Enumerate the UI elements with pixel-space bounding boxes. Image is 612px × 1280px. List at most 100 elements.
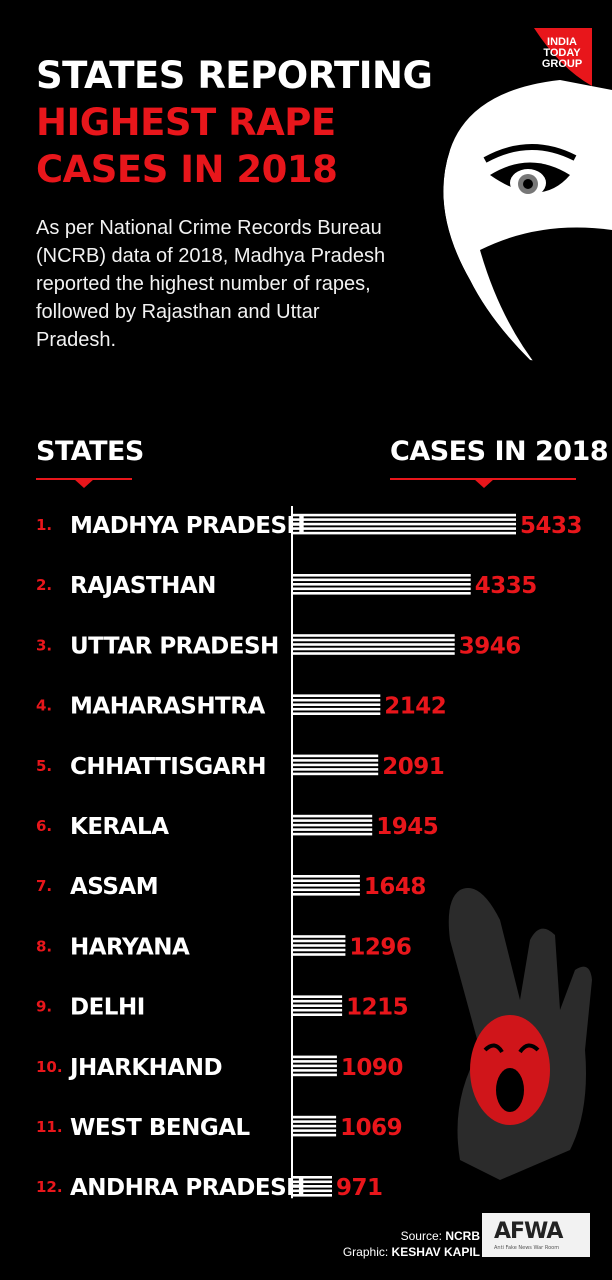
bar-stripe (292, 522, 516, 526)
rank-label: 10. (36, 1058, 63, 1076)
bar-stripe (292, 1008, 343, 1012)
graphic-value: KESHAV KAPIL (391, 1245, 480, 1259)
bar-stripe (292, 698, 381, 702)
cases-column-header: CASES IN 2018 (390, 436, 609, 467)
state-name-label: ANDHRA PRADESH (70, 1175, 305, 1201)
title-line-1: STATES REPORTING (36, 54, 433, 97)
bar-stripe (292, 814, 373, 818)
bar-stripe (292, 995, 343, 998)
rank-label: 12. (36, 1178, 63, 1196)
bar-stripe (292, 1073, 337, 1077)
bar-stripe (292, 832, 373, 836)
rank-label: 4. (36, 697, 52, 715)
rank-label: 5. (36, 757, 52, 775)
bar-stripe (292, 634, 455, 637)
bar (292, 995, 343, 1016)
state-name-label: JHARKHAND (68, 1055, 222, 1081)
bar-stripe (292, 944, 346, 947)
rank-label: 7. (36, 877, 52, 895)
bar-stripe (292, 1064, 337, 1068)
rank-label: 1. (36, 516, 52, 534)
bar-stripe (292, 888, 360, 892)
state-name-label: HARYANA (70, 934, 190, 960)
bar-stripe (292, 703, 381, 706)
bar-stripe (292, 1055, 337, 1059)
graphic-line: Graphic: KESHAV KAPIL (343, 1244, 480, 1260)
bar-stripe (292, 754, 379, 758)
bar-stripe (292, 1004, 343, 1007)
bar-stripe (292, 652, 455, 655)
bar (292, 574, 471, 595)
rank-label: 6. (36, 817, 52, 835)
bar (292, 1115, 337, 1137)
bar-stripe (292, 948, 346, 952)
bar (292, 754, 379, 776)
bar-stripe (292, 574, 471, 577)
bar-stripe (292, 819, 373, 822)
source-value: NCRB (445, 1229, 480, 1243)
bar (292, 513, 516, 535)
hand-and-face-illustration-icon (448, 888, 592, 1180)
bar (292, 875, 360, 896)
value-label: 1296 (349, 934, 411, 960)
rank-label: 11. (36, 1118, 63, 1136)
value-label: 4335 (475, 573, 537, 599)
bar-stripe (292, 518, 516, 521)
states-column-header: STATES (36, 436, 144, 467)
bar-stripe (292, 592, 471, 595)
bar (292, 694, 381, 715)
bar-stripe (292, 1185, 332, 1188)
value-label: 2091 (382, 754, 444, 780)
rank-label: 9. (36, 998, 52, 1016)
value-label: 1215 (346, 995, 408, 1021)
bar-stripe (292, 712, 381, 715)
bar-stripe (292, 707, 381, 711)
afwa-logo: AFWA Anti Fake News War Room (482, 1213, 590, 1257)
bar (292, 634, 455, 655)
bar-stripe (292, 527, 516, 530)
bar-stripe (292, 578, 471, 582)
title-line-3: CASES IN 2018 (36, 148, 338, 191)
bar-stripe (292, 1115, 337, 1119)
bar-stripe (292, 647, 455, 651)
afwa-logo-tagline: Anti Fake News War Room (494, 1245, 560, 1251)
source-label: Source: (400, 1229, 442, 1243)
bar-stripe (292, 823, 373, 827)
bar-stripe (292, 638, 455, 642)
value-label: 5433 (520, 513, 582, 539)
bar-stripe (292, 768, 379, 771)
state-name-label: UTTAR PRADESH (70, 633, 279, 659)
bar-stripe (292, 999, 343, 1003)
value-label: 3946 (459, 633, 521, 659)
state-name-label: WEST BENGAL (70, 1115, 251, 1141)
bar-stripe (292, 587, 471, 591)
page-title: STATES REPORTING HIGHEST RAPE CASES IN 2… (36, 52, 433, 193)
state-name-label: ASSAM (70, 874, 158, 900)
bar-stripe (292, 643, 455, 646)
credits: Source: NCRB Graphic: KESHAV KAPIL (343, 1228, 480, 1260)
value-label: 1945 (376, 814, 438, 840)
bar-stripe (292, 884, 360, 887)
bar (292, 935, 346, 956)
india-today-group-logo: INDIA TODAY GROUP (520, 28, 592, 100)
state-name-label: RAJASTHAN (70, 573, 216, 599)
bar-stripe (292, 1180, 332, 1184)
cases-header-pointer-icon (474, 479, 494, 488)
title-line-2: HIGHEST RAPE (36, 101, 336, 144)
bar (292, 814, 373, 836)
bar-stripe (292, 1069, 337, 1072)
logo-text: INDIA TODAY GROUP (541, 36, 583, 70)
state-name-label: MAHARASHTRA (70, 694, 265, 720)
bar-stripe (292, 828, 373, 831)
afwa-logo-text: AFWA (494, 1219, 563, 1244)
source-line: Source: NCRB (343, 1228, 480, 1244)
bar-stripe (292, 1189, 332, 1193)
bar-stripe (292, 1124, 337, 1128)
bar-stripe (292, 1120, 337, 1123)
bar-stripe (292, 939, 346, 943)
states-header-pointer-icon (74, 479, 94, 488)
value-label: 971 (336, 1175, 383, 1201)
bar-stripe (292, 1133, 337, 1137)
value-label: 1069 (340, 1115, 402, 1141)
